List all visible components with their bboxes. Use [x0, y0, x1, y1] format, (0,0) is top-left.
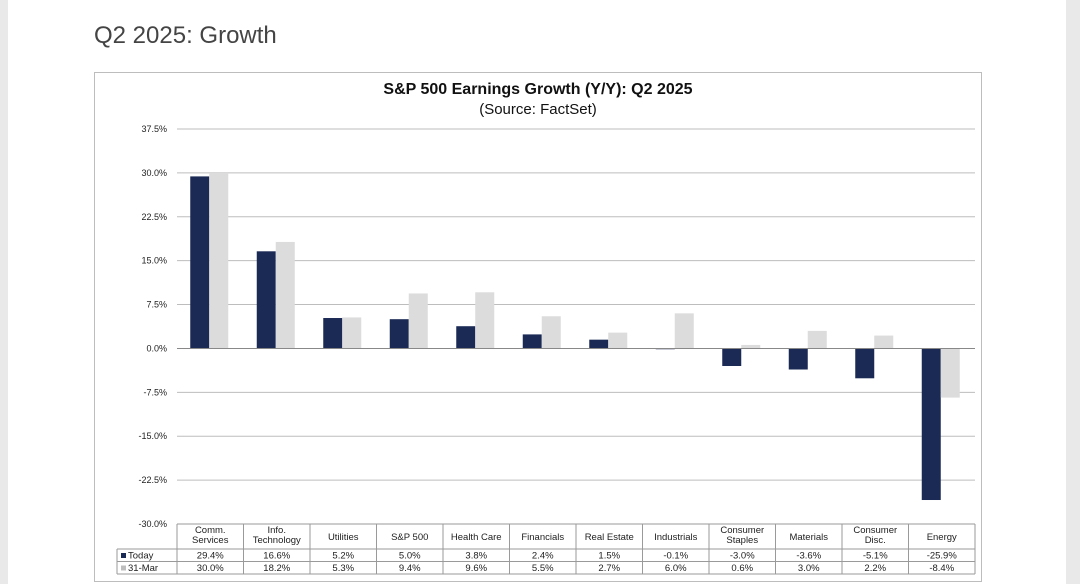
- bar-today: [456, 326, 475, 348]
- category-label: Disc.: [865, 535, 886, 546]
- data-label: 2.7%: [598, 563, 620, 574]
- data-label: 3.0%: [798, 563, 820, 574]
- data-label: 16.6%: [263, 551, 290, 562]
- y-tick-label: 30.0%: [141, 168, 167, 178]
- bar-today: [323, 318, 342, 348]
- data-label: -5.1%: [863, 551, 888, 562]
- data-label: 0.6%: [731, 563, 753, 574]
- data-label: 29.4%: [197, 551, 224, 562]
- bar-today: [257, 251, 276, 348]
- category-label: Utilities: [328, 532, 359, 543]
- data-label: 30.0%: [197, 563, 224, 574]
- data-label: -3.6%: [796, 551, 821, 562]
- bar-today: [789, 348, 808, 369]
- bar-31-mar: [209, 173, 228, 349]
- y-tick-label: -30.0%: [138, 519, 167, 529]
- data-label: 18.2%: [263, 563, 290, 574]
- category-label: Energy: [927, 532, 957, 543]
- y-tick-label: -22.5%: [138, 475, 167, 485]
- bar-today: [855, 348, 874, 378]
- legend-key: [121, 553, 126, 558]
- bar-31-mar: [874, 336, 893, 349]
- data-label: -3.0%: [730, 551, 755, 562]
- bar-31-mar: [409, 293, 428, 348]
- y-tick-label: -15.0%: [138, 431, 167, 441]
- bar-31-mar: [342, 317, 361, 348]
- y-tick-label: -7.5%: [143, 387, 167, 397]
- bar-31-mar: [808, 331, 827, 349]
- legend-key: [121, 566, 126, 571]
- bar-31-mar: [741, 345, 760, 349]
- data-label: 5.5%: [532, 563, 554, 574]
- y-tick-label: 0.0%: [146, 343, 167, 353]
- bar-31-mar: [608, 333, 627, 349]
- bar-chart: 37.5% 30.0% 22.5% 15.0% 7.5% 0.0% -7.5% -15.0% -…: [95, 73, 981, 581]
- legend-label: 31-Mar: [128, 563, 158, 574]
- data-label: 3.8%: [465, 551, 487, 562]
- y-tick-label: 37.5%: [141, 124, 167, 134]
- data-label: 1.5%: [598, 551, 620, 562]
- bar-today: [390, 319, 409, 348]
- category-label: Industrials: [654, 532, 698, 543]
- y-tick-label: 15.0%: [141, 256, 167, 266]
- data-label: 5.3%: [332, 563, 354, 574]
- legend-label: Today: [128, 551, 154, 562]
- bar-31-mar: [475, 292, 494, 348]
- category-label: Services: [192, 535, 229, 546]
- category-label: Staples: [726, 535, 758, 546]
- category-label: Technology: [253, 535, 301, 546]
- data-label: 5.2%: [332, 551, 354, 562]
- chart-frame: S&P 500 Earnings Growth (Y/Y): Q2 2025 (…: [94, 72, 982, 582]
- page: Q2 2025: Growth S&P 500 Earnings Growth …: [8, 0, 1066, 584]
- bar-today: [523, 334, 542, 348]
- data-label: 5.0%: [399, 551, 421, 562]
- data-label: 2.4%: [532, 551, 554, 562]
- bar-today: [589, 340, 608, 349]
- category-label: Health Care: [451, 532, 502, 543]
- data-label: 9.6%: [465, 563, 487, 574]
- data-label: -25.9%: [927, 551, 958, 562]
- data-label: -8.4%: [929, 563, 954, 574]
- bar-31-mar: [276, 242, 295, 349]
- data-label: 6.0%: [665, 563, 687, 574]
- bar-31-mar: [675, 313, 694, 348]
- page-title: Q2 2025: Growth: [94, 22, 277, 50]
- category-label: S&P 500: [391, 532, 428, 543]
- y-tick-label: 7.5%: [146, 300, 167, 310]
- bar-today: [922, 348, 941, 500]
- bar-today: [722, 348, 741, 366]
- data-label: -0.1%: [663, 551, 688, 562]
- bar-today: [190, 176, 209, 348]
- bar-31-mar: [941, 348, 960, 397]
- category-label: Financials: [521, 532, 564, 543]
- data-label: 9.4%: [399, 563, 421, 574]
- y-tick-label: 22.5%: [141, 212, 167, 222]
- category-label: Materials: [789, 532, 828, 543]
- data-label: 2.2%: [864, 563, 886, 574]
- bar-31-mar: [542, 316, 561, 348]
- category-label: Real Estate: [585, 532, 634, 543]
